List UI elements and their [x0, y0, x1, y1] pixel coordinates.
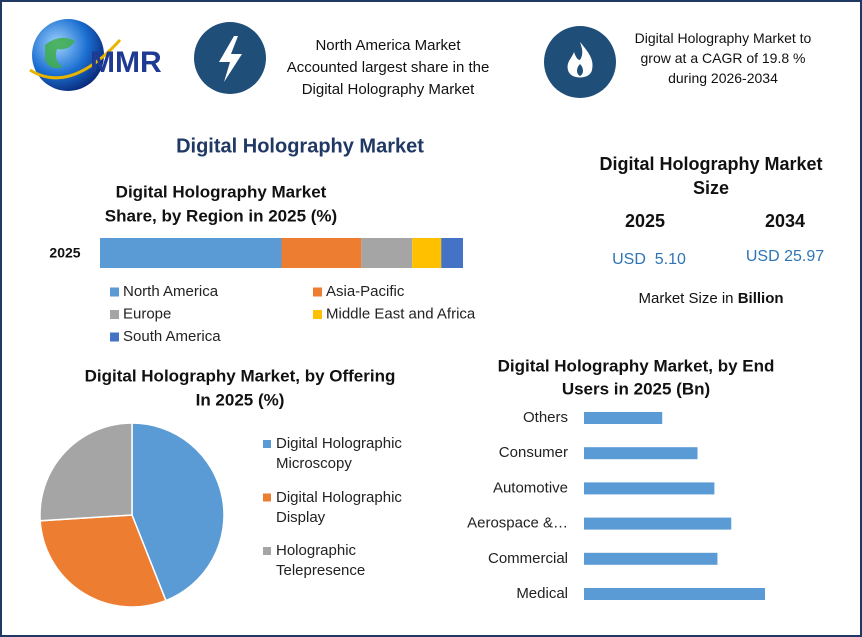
size-note: Market Size in Billion: [591, 290, 831, 307]
bar: [584, 482, 715, 495]
bar: [584, 517, 732, 530]
legend-label: Holographic Telepresence: [276, 542, 366, 579]
legend-label: Asia-Pacific: [326, 283, 405, 300]
line: Digital Holography Market to: [634, 30, 812, 46]
legend-marker: [110, 310, 119, 319]
legend-label: Middle East and Africa: [326, 305, 476, 322]
bar-segment: [361, 238, 413, 268]
y-tick-label: Medical: [516, 585, 568, 602]
icon-bolt: [219, 36, 242, 82]
legend-marker: [110, 287, 119, 297]
legend-label: Digital Holographic Display: [276, 488, 402, 526]
logo-swoosh: [29, 38, 122, 80]
logo-text: MMR: [90, 46, 162, 79]
chart-title: Digital Holography Market, by Offering: [85, 366, 396, 385]
note: Market Size in: [638, 290, 738, 307]
year: 2025: [625, 211, 665, 231]
bar-segment: [100, 238, 282, 268]
y-tick-label: Aerospace &…: [467, 515, 568, 532]
bar: [584, 552, 718, 565]
y-tick-label: Others: [523, 409, 568, 426]
legend-marker: [313, 310, 322, 319]
line: grow at a CAGR of 19.8 %: [640, 50, 806, 66]
year: 2034: [765, 211, 805, 231]
logo-land: [45, 37, 75, 68]
chart-title: Share, by Region in 2025 (%): [105, 206, 337, 225]
legend-label: Digital Holographic Microscopy: [276, 435, 402, 472]
size-value: USD 25.97: [746, 248, 824, 265]
legend-marker: [110, 332, 119, 342]
line: during 2026-2034: [668, 70, 778, 86]
bar-segment: [281, 238, 362, 268]
bar: [584, 588, 765, 600]
icon-flame: [567, 42, 593, 78]
logo-globe: [32, 19, 104, 91]
pie-slice: [39, 422, 133, 522]
legend-marker: [263, 493, 271, 502]
y-tick-label: Commercial: [488, 550, 568, 567]
y-tick-label: 2025: [49, 245, 80, 261]
chart-title: Digital Holography Market: [116, 182, 327, 201]
size-value: USD 5.10: [612, 251, 686, 268]
chart-title: In 2025 (%): [196, 390, 285, 409]
y-tick-label: Automotive: [493, 479, 568, 496]
y-tick-label: Consumer: [499, 444, 568, 461]
legend-marker: [313, 287, 322, 297]
bar-segment: [412, 238, 442, 268]
legend-marker: [263, 440, 271, 448]
bar-segment: [441, 238, 463, 268]
chart-title: Users in 2025 (Bn): [562, 379, 710, 398]
chart-title: Digital Holography Market, by End: [498, 356, 775, 375]
legend-label: North America: [123, 283, 219, 300]
header-box: North America Market Accounted largest s…: [262, 35, 514, 101]
bar: [584, 412, 663, 424]
header-box: Digital Holography Market to grow at a C…: [608, 28, 838, 88]
legend-label: Europe: [123, 305, 171, 322]
legend-label: South America: [123, 328, 221, 345]
line: Digital Holography Market: [301, 81, 475, 98]
line: North America Market: [315, 37, 461, 54]
pie-slice: [131, 422, 225, 602]
note-unit: Billion: [737, 290, 784, 307]
main-title: Digital Holography Market: [176, 135, 424, 157]
line: Accounted largest share in the: [286, 59, 490, 76]
bar: [584, 447, 698, 460]
pie-slice: [39, 514, 167, 608]
size-title: Digital Holography Market Size: [599, 154, 823, 198]
legend-marker: [263, 547, 271, 555]
